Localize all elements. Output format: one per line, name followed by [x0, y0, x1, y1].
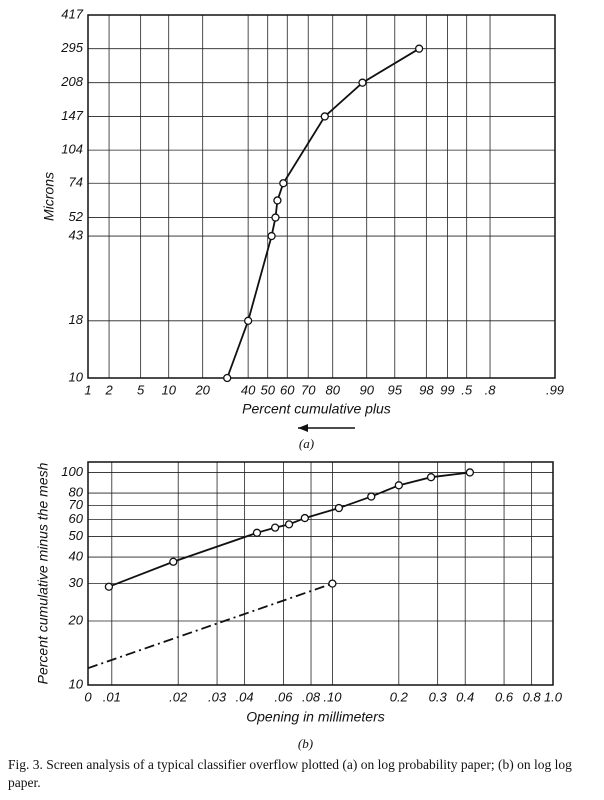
x-tick-label: 0 [84, 689, 92, 704]
data-line [108, 471, 470, 588]
figure-caption: Fig. 3. Screen analysis of a typical cla… [8, 757, 572, 790]
y-tick-label: 417 [61, 6, 83, 21]
y-tick-label: 50 [69, 528, 84, 543]
y-tick-label: 43 [69, 228, 84, 243]
x-tick-label: .10 [323, 689, 342, 704]
data-point [414, 44, 424, 53]
x-axis-label: Opening in millimeters [246, 709, 385, 725]
y-tick-label: 100 [61, 464, 83, 479]
x-tick-label: 1.0 [544, 689, 563, 704]
y-tick-label: 60 [69, 511, 84, 526]
panel-label: (b) [298, 736, 313, 751]
x-tick-label: 0.4 [456, 689, 474, 704]
data-point [320, 112, 329, 121]
arrow-head [298, 424, 308, 432]
x-tick-label: 95 [388, 382, 403, 397]
y-tick-label: 52 [69, 209, 84, 224]
x-tick-label: 5 [137, 382, 145, 397]
data-point [394, 481, 403, 490]
data-point [270, 523, 280, 532]
y-tick-label: 18 [69, 312, 84, 327]
data-point [104, 582, 114, 591]
y-tick-label: 295 [60, 40, 83, 55]
x-tick-label: 0.3 [429, 689, 448, 704]
x-tick-label: 2 [104, 382, 113, 397]
panel-label: (a) [299, 436, 314, 451]
x-tick-label: 99 [440, 382, 454, 397]
y-axis-label: Percent cumulative minus the mesh [35, 462, 51, 684]
x-tick-label: .04 [236, 689, 254, 704]
data-line [226, 47, 420, 379]
x-tick-label: 40 [241, 382, 256, 397]
y-tick-label: 70 [69, 497, 84, 512]
x-tick-label: .99 [546, 382, 564, 397]
x-tick-label: .03 [208, 689, 227, 704]
data-point [284, 520, 294, 529]
data-point [252, 528, 262, 537]
y-axis-label: Microns [41, 172, 57, 221]
x-tick-label: .8 [485, 382, 497, 397]
x-tick-label: 10 [161, 382, 176, 397]
y-tick-label: 74 [69, 175, 83, 190]
data-point [334, 503, 344, 513]
data-point [267, 231, 276, 241]
y-tick-label: 80 [69, 484, 84, 499]
x-axis-label: Percent cumulative plus [242, 401, 391, 417]
y-tick-label: 147 [61, 108, 83, 123]
x-tick-label: 50 [260, 382, 275, 397]
plot-frame [87, 14, 556, 379]
data-point [328, 579, 337, 588]
data-point [367, 492, 376, 501]
y-tick-label: 10 [69, 676, 84, 691]
x-tick-label: .5 [461, 382, 473, 397]
data-point [243, 316, 253, 325]
data-point [358, 78, 367, 87]
x-tick-label: 20 [194, 382, 210, 397]
data-point [300, 513, 309, 523]
x-tick-label: 0.6 [495, 689, 514, 704]
x-tick-label: .06 [274, 689, 293, 704]
data-point [169, 557, 178, 566]
y-tick-label: 104 [61, 142, 83, 157]
y-tick-label: 10 [69, 369, 84, 384]
x-tick-label: 90 [359, 382, 374, 397]
x-tick-label: 1 [84, 382, 91, 397]
data-point [426, 473, 436, 482]
x-tick-label: .08 [302, 689, 321, 704]
x-tick-label: 70 [301, 382, 316, 397]
data-point [223, 373, 232, 383]
x-tick-label: .01 [103, 689, 121, 704]
data-line [87, 582, 333, 670]
x-tick-label: 0.2 [390, 689, 409, 704]
figure: 1 2 5 10 20 40 50 60 70 80 90 95 98 99.5.8.9910184352… [35, 6, 564, 751]
y-tick-label: 40 [69, 548, 84, 563]
y-tick-label: 20 [68, 612, 84, 627]
plot-frame [87, 461, 554, 686]
data-point [271, 213, 280, 222]
x-tick-label: 0.8 [523, 689, 542, 704]
data-point [465, 468, 475, 477]
x-tick-label: 80 [325, 382, 340, 397]
x-tick-label: .02 [169, 689, 188, 704]
y-tick-label: 208 [60, 74, 83, 89]
data-point [273, 196, 282, 205]
data-point [279, 179, 288, 188]
x-tick-label: 98 [419, 382, 434, 397]
x-tick-label: 60 [280, 382, 295, 397]
y-tick-label: 30 [69, 575, 84, 590]
